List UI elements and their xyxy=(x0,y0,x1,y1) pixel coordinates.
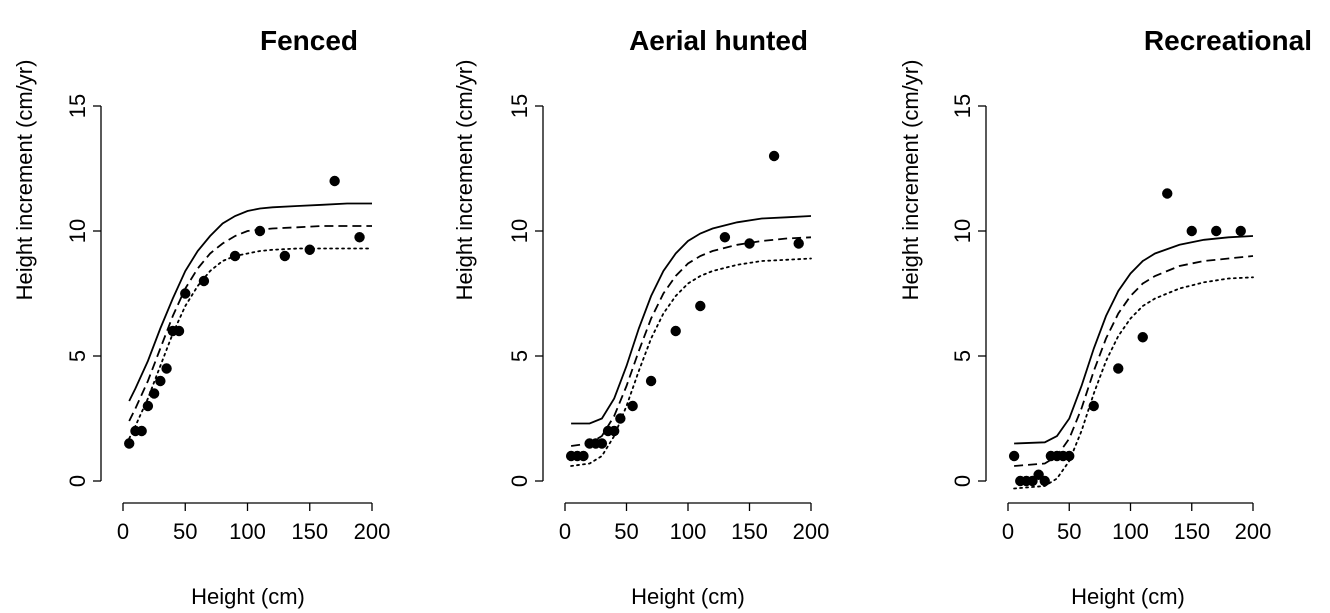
fitted-curves xyxy=(1013,235,1254,490)
data-point xyxy=(1039,475,1050,487)
data-point xyxy=(329,175,340,187)
data-point xyxy=(173,325,185,337)
x-tick-label: 0 xyxy=(559,519,571,544)
x-tick-label: 50 xyxy=(614,519,638,544)
fitted-curves xyxy=(128,202,373,440)
data-point xyxy=(1162,188,1173,199)
x-axis-label: Height (cm) xyxy=(1071,584,1185,609)
y-tick-label: 15 xyxy=(65,94,90,118)
y-tick-label: 15 xyxy=(507,94,532,118)
data-point xyxy=(136,425,147,437)
data-point xyxy=(578,450,589,462)
x-axis-label: Height (cm) xyxy=(191,584,305,609)
series-line-dotted xyxy=(570,257,812,467)
data-point xyxy=(670,325,681,337)
data-point xyxy=(596,438,608,449)
data-point xyxy=(279,250,291,262)
y-tick-label: 10 xyxy=(65,219,90,243)
chart-panel-2: Aerial hunted 0 50 100 150 200 0 5 10 15 Height (c… xyxy=(452,25,829,609)
chart-title: Aerial hunted xyxy=(629,25,808,56)
data-point xyxy=(198,275,210,287)
x-tick-label: 50 xyxy=(173,519,197,544)
y-tick-label: 0 xyxy=(65,475,90,487)
y-tick-label: 15 xyxy=(950,94,975,118)
y-tick-label: 0 xyxy=(950,475,975,487)
data-point xyxy=(744,238,755,249)
chart-title: Recreational xyxy=(1144,25,1312,56)
series-line-dashed xyxy=(1014,255,1254,467)
data-point xyxy=(719,232,731,243)
data-point xyxy=(627,400,638,412)
data-point xyxy=(142,400,154,412)
chart-panel-1: Fenced 0 50 100 150 200 0 5 10 15 Height (cm) Heigh… xyxy=(12,25,390,609)
series-line-dotted xyxy=(128,247,373,440)
data-point xyxy=(1137,332,1148,343)
data-point xyxy=(1008,450,1020,462)
data-point xyxy=(793,238,804,249)
x-tick-label: 50 xyxy=(1057,519,1081,544)
x-tick-label: 100 xyxy=(1112,519,1149,544)
x-tick-label: 100 xyxy=(670,519,707,544)
data-point xyxy=(304,244,315,255)
data-point xyxy=(645,375,657,387)
data-point xyxy=(161,363,172,374)
data-point xyxy=(1235,225,1246,237)
y-tick-label: 5 xyxy=(65,350,90,362)
data-point xyxy=(1088,400,1099,412)
x-tick-label: 150 xyxy=(731,519,768,544)
data-point xyxy=(148,388,160,399)
data-points xyxy=(124,175,365,449)
x-tick-label: 100 xyxy=(229,519,266,544)
y-tick-label: 10 xyxy=(950,219,975,243)
x-tick-label: 150 xyxy=(1173,519,1210,544)
data-point xyxy=(1064,450,1075,462)
data-point xyxy=(155,375,166,387)
x-tick-label: 0 xyxy=(1002,519,1014,544)
chart-title: Fenced xyxy=(260,25,358,56)
data-point xyxy=(609,425,620,437)
data-point xyxy=(1113,363,1124,374)
data-point xyxy=(615,413,626,424)
data-point xyxy=(124,438,135,449)
data-point xyxy=(1186,225,1197,237)
series-line-solid xyxy=(128,202,372,402)
y-axis-label: Height increment (cm/yr) xyxy=(452,60,477,301)
series-line-solid xyxy=(1014,235,1254,445)
data-point xyxy=(229,250,241,262)
data-point xyxy=(354,232,365,243)
x-tick-label: 0 xyxy=(117,519,129,544)
x-tick-label: 200 xyxy=(793,519,830,544)
x-tick-label: 150 xyxy=(291,519,328,544)
series-line-solid xyxy=(571,215,812,425)
y-tick-label: 10 xyxy=(507,219,532,243)
series-line-dashed xyxy=(128,225,372,422)
y-tick-label: 5 xyxy=(950,350,975,362)
data-points xyxy=(565,150,804,462)
data-point xyxy=(1211,225,1222,237)
data-point xyxy=(180,288,191,299)
y-tick-label: 0 xyxy=(507,475,532,487)
x-tick-label: 200 xyxy=(354,519,391,544)
data-point xyxy=(768,150,780,162)
x-tick-label: 200 xyxy=(1235,519,1272,544)
x-axis-label: Height (cm) xyxy=(631,584,745,609)
y-axis-label: Height increment (cm/yr) xyxy=(898,60,923,301)
y-tick-label: 5 xyxy=(507,350,532,362)
chart-panel-3: Recreational 0 50 100 150 200 0 5 10 15 Height (cm… xyxy=(898,25,1312,609)
y-axis-label: Height increment (cm/yr) xyxy=(12,60,37,301)
series-line-dashed xyxy=(570,236,812,447)
data-points xyxy=(1008,188,1246,487)
data-point xyxy=(254,225,266,237)
data-point xyxy=(695,300,706,312)
